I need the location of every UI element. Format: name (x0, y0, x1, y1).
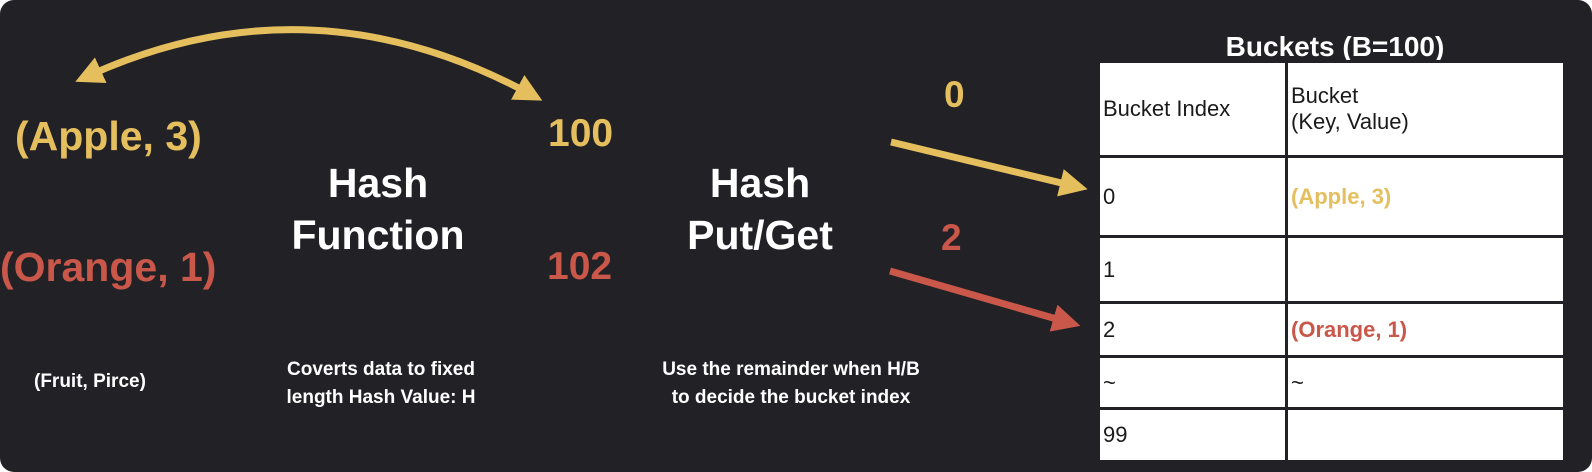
header-bucket-line2: (Key, Value) (1291, 109, 1409, 134)
bucket-index-orange: 2 (941, 217, 962, 258)
table-row: 99 (1097, 407, 1566, 463)
row-index: 1 (1097, 235, 1288, 304)
row-index: 0 (1097, 155, 1288, 238)
buckets-title: Buckets (B=100) (1225, 31, 1445, 62)
row-index: 2 (1097, 301, 1288, 358)
orange-pair-label: (Orange, 1) (0, 244, 217, 290)
row-value: (Apple, 3) (1285, 155, 1566, 238)
hash-function-title: Hash Function (278, 157, 478, 262)
arrow-to-bucket-2 (889, 267, 1081, 332)
bucket-table: Bucket Index Bucket (Key, Value) 0 (Appl… (1097, 60, 1566, 463)
table-row: 2 (Orange, 1) (1097, 301, 1566, 358)
header-bucket: Bucket (Key, Value) (1285, 60, 1566, 158)
bucket-index-apple: 0 (944, 74, 965, 115)
hash-putget-caption: Use the remainder when H/B to decide the… (606, 356, 976, 411)
table-row: 0 (Apple, 3) (1097, 155, 1566, 238)
hash-putget-caption-line1: Use the remainder when H/B (662, 359, 920, 380)
row-index: ~ (1097, 355, 1288, 410)
curved-double-arrow (75, 26, 543, 101)
row-index: 99 (1097, 407, 1288, 463)
table-row: ~ ~ (1097, 355, 1566, 410)
row-value: ~ (1285, 355, 1566, 410)
hash-putget-title-line2: Put/Get (687, 212, 833, 259)
row-value (1285, 407, 1566, 463)
hash-value-orange: 102 (547, 245, 613, 288)
hash-putget-title-line1: Hash (709, 160, 811, 206)
hash-function-caption-line1: Coverts data to fixed (287, 359, 475, 380)
pair-caption: (Fruit, Pirce) (34, 371, 146, 392)
hash-function-title-line2: Function (291, 212, 465, 259)
header-bucket-index: Bucket Index (1097, 60, 1288, 158)
bucket-table-header: Bucket Index Bucket (Key, Value) (1097, 60, 1566, 158)
hash-function-caption-line2: length Hash Value: H (286, 386, 476, 408)
hash-function-caption: Coverts data to fixed length Hash Value:… (236, 356, 526, 411)
hash-function-title-line1: Hash (327, 160, 429, 206)
arrow-to-bucket-0 (890, 138, 1088, 197)
apple-pair-label: (Apple, 3) (15, 113, 202, 159)
row-value: (Orange, 1) (1285, 301, 1566, 358)
header-bucket-line1: Bucket (1291, 83, 1359, 108)
hash-putget-title: Hash Put/Get (660, 157, 860, 262)
hash-putget-caption-line2: to decide the bucket index (671, 386, 911, 408)
row-value (1285, 235, 1566, 304)
table-row: 1 (1097, 235, 1566, 304)
hash-value-apple: 100 (548, 112, 614, 155)
